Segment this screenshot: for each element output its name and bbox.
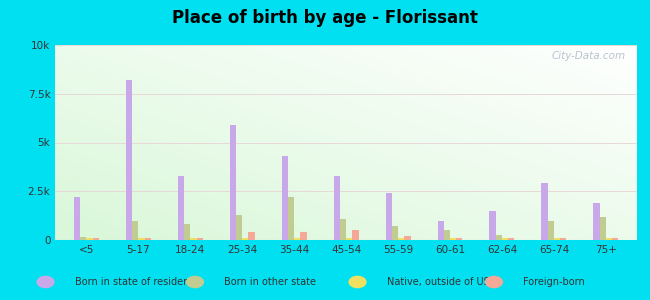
Bar <box>80 237 86 240</box>
Bar <box>300 232 307 240</box>
Bar <box>392 226 398 240</box>
Bar <box>456 238 463 240</box>
Bar <box>144 238 151 240</box>
Text: Foreign-born: Foreign-born <box>523 277 585 287</box>
Bar <box>593 203 599 240</box>
Bar <box>93 238 99 240</box>
Bar <box>230 125 236 240</box>
Bar <box>352 230 359 240</box>
Bar <box>132 221 138 240</box>
Text: Born in state of residence: Born in state of residence <box>75 277 200 287</box>
Bar <box>606 238 612 240</box>
Bar <box>437 220 444 240</box>
Bar <box>138 238 144 240</box>
Bar <box>288 197 294 240</box>
Bar <box>86 238 93 240</box>
Bar <box>560 238 566 240</box>
Bar <box>294 238 300 240</box>
Bar <box>502 238 508 240</box>
Text: City-Data.com: City-Data.com <box>551 51 625 61</box>
Bar <box>340 218 346 240</box>
Bar <box>184 224 190 240</box>
Bar <box>496 235 502 240</box>
Bar <box>281 156 288 240</box>
Bar <box>190 238 196 240</box>
Bar <box>196 238 203 240</box>
Bar <box>554 238 560 240</box>
Bar <box>450 238 456 240</box>
Bar <box>489 211 496 240</box>
Bar <box>444 230 450 240</box>
Bar <box>612 238 618 240</box>
Bar <box>541 183 548 240</box>
Bar <box>346 238 352 240</box>
Bar <box>74 197 80 240</box>
Bar <box>178 176 184 240</box>
Text: Place of birth by age - Florissant: Place of birth by age - Florissant <box>172 9 478 27</box>
Bar <box>398 238 404 240</box>
Text: Born in other state: Born in other state <box>224 277 317 287</box>
Bar <box>236 215 242 240</box>
Text: Native, outside of US: Native, outside of US <box>387 277 489 287</box>
Bar <box>248 232 255 240</box>
Bar <box>599 217 606 240</box>
Bar <box>548 221 554 240</box>
Bar <box>385 193 392 240</box>
Bar <box>333 176 340 240</box>
Bar <box>508 238 514 240</box>
Bar <box>404 236 411 240</box>
Bar <box>242 238 248 240</box>
Bar <box>126 80 132 240</box>
